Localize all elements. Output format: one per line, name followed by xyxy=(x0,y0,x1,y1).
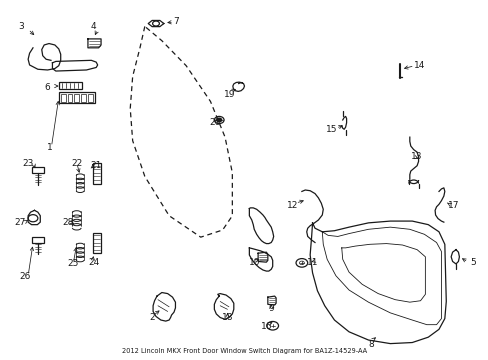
Text: 28: 28 xyxy=(62,219,74,228)
Bar xyxy=(61,94,65,102)
Bar xyxy=(88,94,93,102)
Text: 13: 13 xyxy=(410,152,422,161)
Text: 11: 11 xyxy=(306,258,318,267)
Text: 7: 7 xyxy=(173,17,179,26)
Text: 17: 17 xyxy=(447,201,458,210)
Bar xyxy=(74,94,79,102)
Text: 15: 15 xyxy=(325,126,337,135)
Bar xyxy=(59,93,95,103)
Text: 6: 6 xyxy=(44,83,50,92)
Text: 9: 9 xyxy=(268,304,274,313)
Text: 21: 21 xyxy=(90,161,102,170)
Text: 25: 25 xyxy=(67,260,79,269)
Bar xyxy=(93,163,101,184)
Text: 4: 4 xyxy=(91,22,97,31)
Text: 23: 23 xyxy=(22,159,34,168)
Text: 3: 3 xyxy=(18,22,23,31)
Text: 12: 12 xyxy=(287,201,298,210)
Text: 1: 1 xyxy=(47,143,53,152)
Text: 10: 10 xyxy=(248,258,260,267)
Text: 16: 16 xyxy=(260,322,272,331)
Text: 8: 8 xyxy=(367,340,373,349)
Bar xyxy=(32,237,43,243)
Bar xyxy=(93,233,101,253)
Bar xyxy=(32,167,43,173)
Text: 2012 Lincoln MKX Front Door Window Switch Diagram for BA1Z-14529-AA: 2012 Lincoln MKX Front Door Window Switc… xyxy=(122,348,366,354)
Circle shape xyxy=(216,118,221,122)
Text: 14: 14 xyxy=(413,61,425,70)
Text: 18: 18 xyxy=(221,313,233,322)
Bar xyxy=(59,82,82,89)
Text: 2: 2 xyxy=(149,313,155,322)
Bar xyxy=(67,94,72,102)
Text: 27: 27 xyxy=(14,219,25,228)
Text: 24: 24 xyxy=(88,258,99,267)
Text: 26: 26 xyxy=(19,272,30,281)
Text: 22: 22 xyxy=(71,159,82,168)
Text: 5: 5 xyxy=(469,258,475,267)
Bar xyxy=(81,94,86,102)
Text: 20: 20 xyxy=(209,118,221,127)
Text: 19: 19 xyxy=(224,90,235,99)
